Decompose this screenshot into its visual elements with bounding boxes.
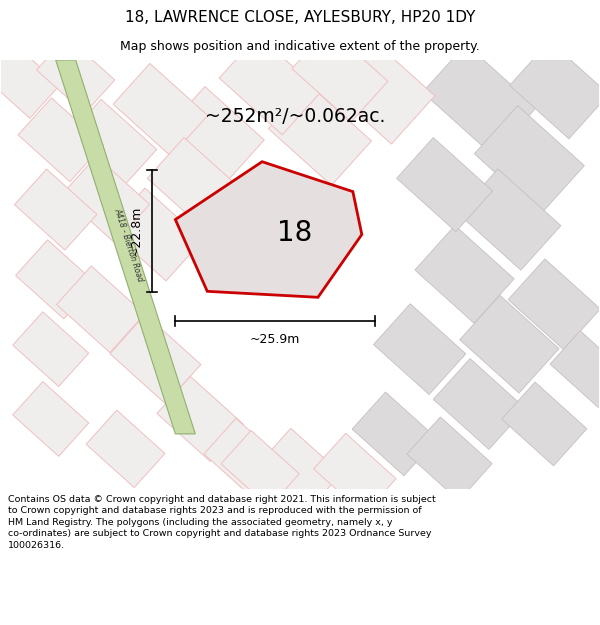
Polygon shape	[56, 266, 145, 352]
Polygon shape	[460, 295, 559, 393]
Text: A418 - Bierton Road: A418 - Bierton Road	[112, 206, 145, 282]
Polygon shape	[397, 138, 493, 232]
Polygon shape	[475, 106, 584, 214]
Polygon shape	[0, 42, 60, 118]
Polygon shape	[62, 156, 149, 243]
Polygon shape	[314, 433, 396, 514]
Polygon shape	[108, 188, 203, 281]
Polygon shape	[422, 44, 536, 156]
Text: ~25.9m: ~25.9m	[250, 332, 300, 346]
Polygon shape	[407, 417, 492, 501]
Polygon shape	[37, 37, 115, 113]
Polygon shape	[148, 138, 243, 232]
Polygon shape	[433, 359, 526, 449]
Polygon shape	[166, 87, 264, 183]
Polygon shape	[204, 418, 286, 499]
Polygon shape	[13, 312, 89, 386]
Polygon shape	[458, 169, 561, 270]
Polygon shape	[110, 314, 201, 404]
Polygon shape	[175, 162, 362, 298]
Polygon shape	[415, 226, 514, 323]
Polygon shape	[268, 84, 371, 186]
Polygon shape	[56, 60, 196, 434]
Text: HM Land Registry. The polygons (including the associated geometry, namely x, y: HM Land Registry. The polygons (includin…	[8, 518, 392, 527]
Polygon shape	[259, 428, 341, 509]
Polygon shape	[219, 35, 321, 135]
Text: 18, LAWRENCE CLOSE, AYLESBURY, HP20 1DY: 18, LAWRENCE CLOSE, AYLESBURY, HP20 1DY	[125, 11, 475, 26]
Text: ~22.8m: ~22.8m	[130, 206, 143, 256]
Polygon shape	[352, 392, 437, 476]
Text: to Crown copyright and database rights 2023 and is reproduced with the permissio: to Crown copyright and database rights 2…	[8, 506, 422, 515]
Text: 18: 18	[277, 219, 312, 247]
Polygon shape	[502, 382, 587, 466]
Polygon shape	[325, 36, 435, 144]
Polygon shape	[509, 41, 600, 139]
Polygon shape	[14, 169, 97, 250]
Text: co-ordinates) are subject to Crown copyright and database rights 2023 Ordnance S: co-ordinates) are subject to Crown copyr…	[8, 529, 431, 538]
Polygon shape	[221, 431, 299, 507]
Text: ~252m²/~0.062ac.: ~252m²/~0.062ac.	[205, 107, 385, 126]
Text: Map shows position and indicative extent of the property.: Map shows position and indicative extent…	[120, 40, 480, 53]
Polygon shape	[113, 64, 208, 156]
Polygon shape	[64, 99, 157, 190]
Polygon shape	[374, 304, 466, 394]
Polygon shape	[16, 240, 96, 319]
Polygon shape	[18, 98, 103, 182]
Polygon shape	[86, 410, 165, 488]
Polygon shape	[13, 382, 89, 456]
Polygon shape	[157, 376, 244, 461]
Text: Contains OS data © Crown copyright and database right 2021. This information is : Contains OS data © Crown copyright and d…	[8, 495, 436, 504]
Polygon shape	[292, 28, 388, 122]
Polygon shape	[550, 331, 600, 408]
Text: 100026316.: 100026316.	[8, 541, 65, 550]
Polygon shape	[508, 259, 600, 349]
